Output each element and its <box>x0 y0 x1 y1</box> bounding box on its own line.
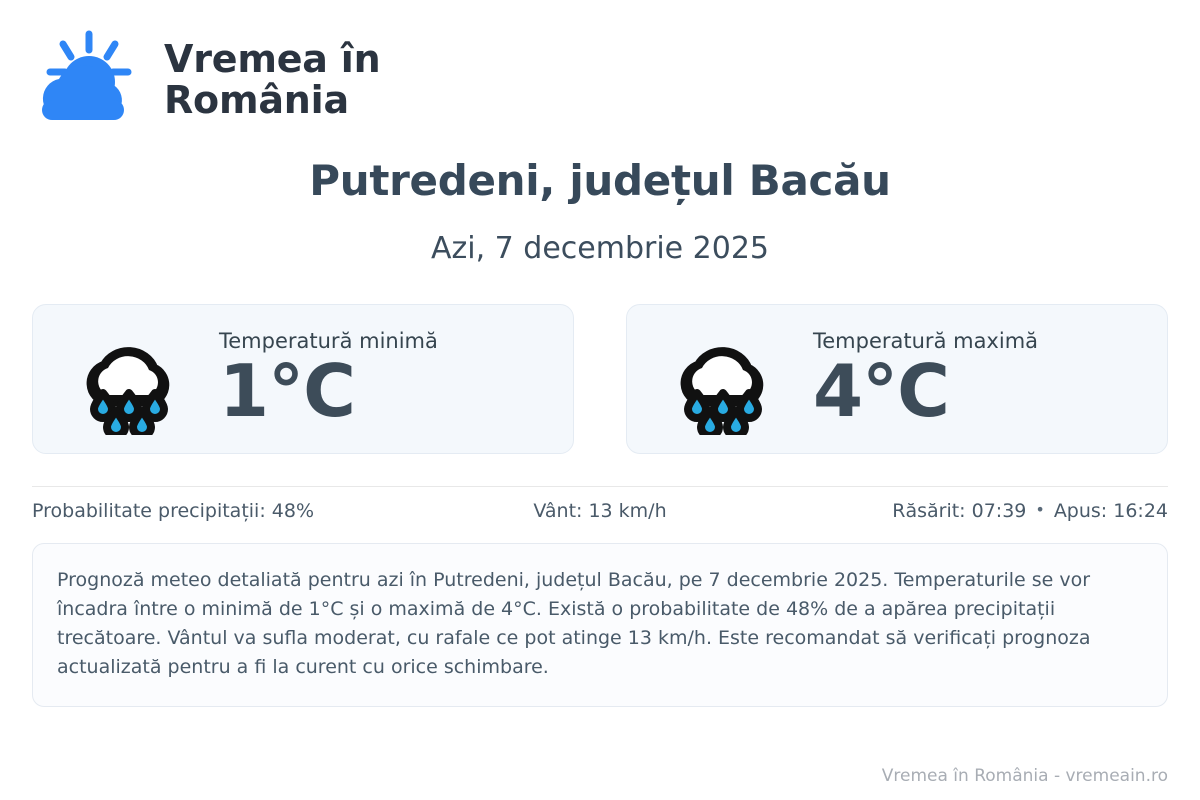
stats-divider <box>32 486 1168 487</box>
max-temperature-label: Temperatură maximă <box>813 328 1039 353</box>
sun-behind-cloud-icon <box>32 30 142 130</box>
page-subtitle: Azi, 7 decembrie 2025 <box>430 231 770 266</box>
sunrise-value: Răsărit: 07:39 <box>892 500 1027 522</box>
rain-cloud-icon <box>661 323 791 440</box>
footer-credit: Vremea în România - vremeain.ro <box>881 766 1168 786</box>
max-temperature-card: Temperatură maximă 4°C <box>626 304 1168 454</box>
max-temperature-body: Temperatură maximă 4°C <box>813 328 1039 433</box>
sunset-value: Apus: 16:24 <box>1053 500 1169 522</box>
precipitation-stat: Probabilitate precipitații: 48% <box>32 500 314 522</box>
min-temperature-label: Temperatură minimă <box>219 328 438 353</box>
max-temperature-value: 4°C <box>813 348 950 433</box>
temperature-cards: Temperatură minimă 1°C <box>32 304 1168 454</box>
sun-times-stat: Răsărit: 07:39 • Apus: 16:24 <box>789 500 1168 522</box>
sun-times-separator: • <box>1035 500 1045 519</box>
weather-stats: Probabilitate precipitații: 48% Vânt: 13… <box>32 487 1168 535</box>
rain-cloud-icon <box>67 323 197 440</box>
min-temperature-body: Temperatură minimă 1°C <box>219 328 438 433</box>
wind-stat: Vânt: 13 km/h <box>533 500 667 522</box>
forecast-description: Prognoză meteo detaliată pentru azi în P… <box>32 543 1168 707</box>
min-temperature-card: Temperatură minimă 1°C <box>32 304 574 454</box>
min-temperature-value: 1°C <box>219 348 356 433</box>
site-brand[interactable]: Vremea în România <box>32 0 1168 121</box>
page-title: Putredeni, județul Bacău <box>309 156 891 205</box>
brand-name: Vremea în România <box>164 36 381 122</box>
